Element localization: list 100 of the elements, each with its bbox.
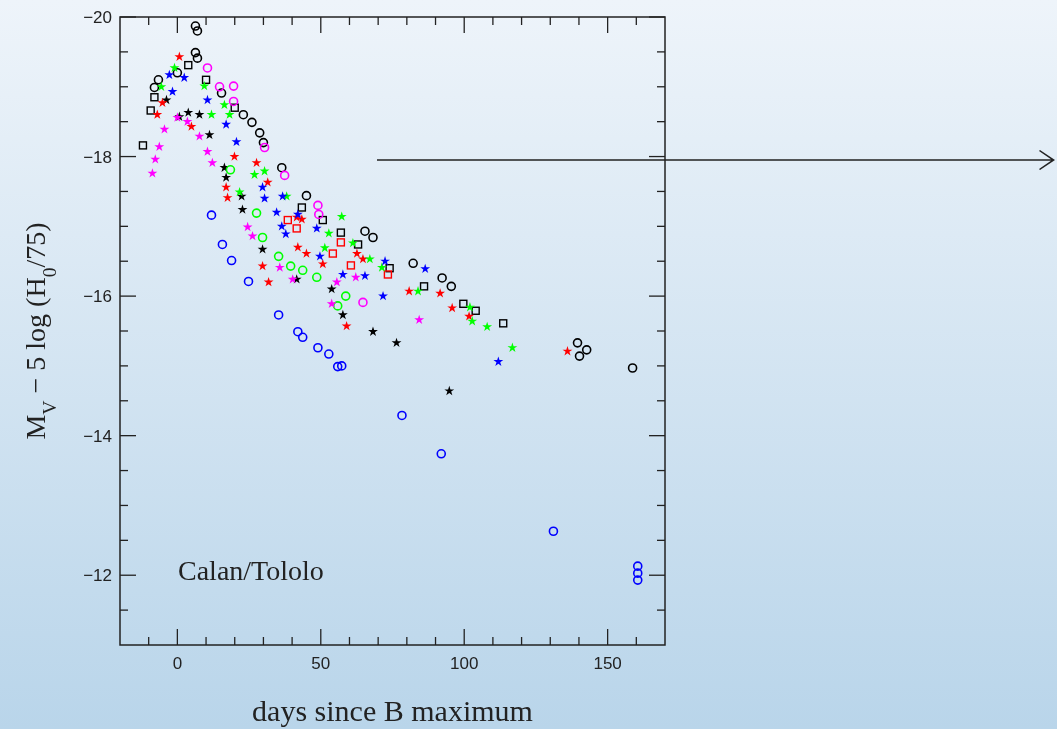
point [251, 157, 262, 168]
x-tick-label: 100 [450, 654, 479, 673]
point [581, 345, 592, 355]
point [332, 301, 343, 311]
point [259, 142, 270, 153]
point [285, 261, 296, 271]
point [146, 106, 155, 115]
point [190, 47, 201, 58]
point [201, 75, 211, 84]
point [562, 346, 573, 356]
point [273, 310, 284, 320]
point [164, 69, 175, 80]
point [493, 356, 504, 366]
point [340, 291, 351, 301]
point [336, 211, 347, 221]
point [632, 561, 643, 571]
point [184, 60, 193, 70]
point [328, 249, 338, 258]
y-tick-label: −16 [83, 287, 112, 307]
point [459, 299, 468, 308]
point [150, 154, 161, 164]
point [499, 319, 508, 328]
point [341, 320, 352, 331]
point [627, 363, 638, 373]
point [251, 208, 262, 218]
point [149, 82, 160, 93]
point [138, 141, 148, 150]
point [243, 276, 254, 287]
point [217, 239, 228, 250]
point [150, 93, 159, 102]
point [297, 332, 308, 343]
point [271, 207, 282, 217]
point [225, 165, 236, 175]
point [368, 232, 378, 243]
point [262, 177, 273, 187]
point [222, 192, 233, 202]
point [156, 81, 167, 91]
x-axis-title: days since B maximum [252, 694, 533, 727]
point [221, 119, 232, 129]
point [353, 240, 363, 249]
point [273, 251, 284, 262]
point [169, 62, 180, 73]
point [238, 109, 249, 120]
point [159, 124, 170, 134]
point [204, 129, 215, 140]
point [293, 326, 303, 337]
point [326, 298, 337, 308]
point [324, 349, 334, 359]
point [247, 230, 258, 241]
point [257, 244, 268, 254]
point [336, 228, 346, 237]
point [206, 109, 217, 119]
point [632, 575, 643, 585]
point [297, 265, 308, 276]
point [280, 228, 291, 239]
point [548, 526, 559, 537]
y-tick-label: −18 [83, 147, 112, 167]
point [385, 264, 394, 273]
point [358, 297, 368, 308]
point [154, 141, 165, 151]
point [186, 121, 197, 131]
point [230, 103, 239, 112]
point [202, 146, 213, 156]
y-tick-label: −12 [83, 566, 112, 586]
point [183, 107, 194, 117]
point [301, 248, 312, 258]
point [228, 96, 239, 107]
point [199, 80, 210, 91]
point [263, 276, 274, 287]
point [391, 337, 402, 348]
point [192, 53, 203, 63]
point [172, 68, 183, 78]
y-tick-label: −14 [83, 426, 112, 446]
point [383, 270, 393, 279]
point [337, 309, 348, 320]
point [276, 162, 287, 173]
point [574, 351, 585, 361]
point [221, 172, 232, 182]
point [408, 258, 418, 269]
point [206, 210, 217, 220]
point [226, 255, 237, 266]
point [317, 258, 328, 269]
point [360, 226, 370, 237]
point [258, 137, 269, 148]
point [301, 190, 312, 201]
point [190, 21, 201, 31]
point [572, 338, 583, 348]
point [287, 274, 298, 284]
point [229, 151, 240, 161]
point [249, 169, 260, 179]
point [194, 109, 205, 119]
point [182, 116, 193, 126]
point [219, 99, 230, 110]
point [202, 63, 213, 73]
point [397, 410, 407, 421]
point [279, 170, 290, 181]
point [471, 306, 480, 315]
point [311, 223, 322, 233]
point [444, 385, 455, 396]
point [313, 209, 324, 220]
